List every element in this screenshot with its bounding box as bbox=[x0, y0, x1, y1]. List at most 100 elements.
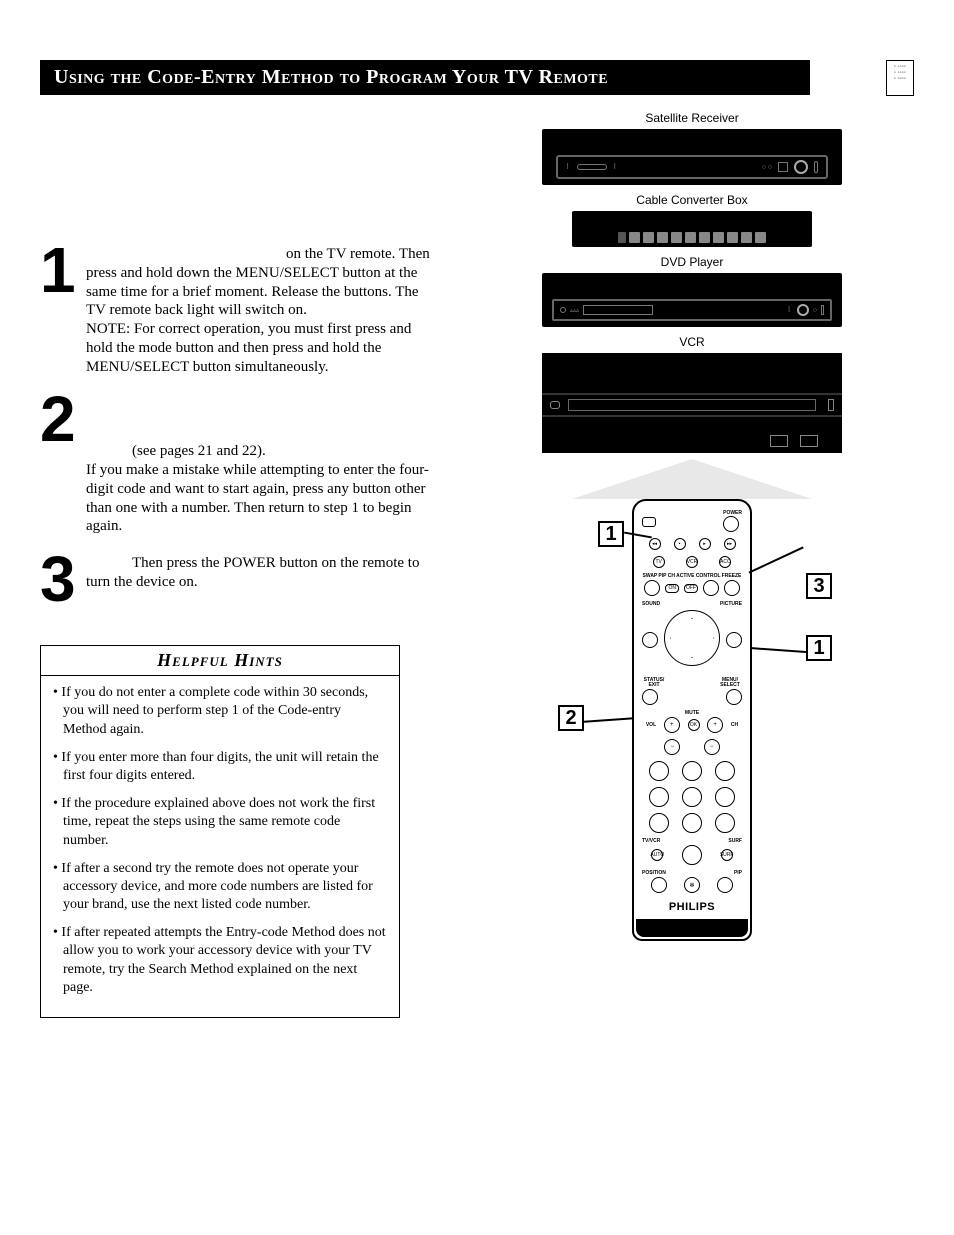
remote-body: POWER ◂◂ ▪ ▸ ▸▸ TV VCR ACC bbox=[632, 499, 752, 941]
swap-label: SWAP bbox=[643, 574, 658, 579]
rewind-button[interactable]: ◂◂ bbox=[649, 538, 661, 550]
numpad-row-2 bbox=[642, 787, 742, 807]
pipch-label: PIP CH bbox=[658, 574, 675, 579]
callout-3-line bbox=[748, 546, 803, 573]
callout-1b-line bbox=[750, 647, 806, 652]
swap-button[interactable] bbox=[644, 580, 660, 596]
status-button[interactable] bbox=[642, 689, 658, 705]
brand-label: PHILIPS bbox=[642, 901, 742, 913]
illustration-column: Satellite Receiver ⠇ ⠇ ○ ○ Cable Convert… bbox=[470, 105, 914, 1018]
sat-label: Satellite Receiver bbox=[470, 111, 914, 125]
pip-label: PIP bbox=[734, 871, 742, 876]
active-label: ACTIVE CONTROL bbox=[676, 574, 720, 579]
step-1-text: the TV remote. Then press and hold down … bbox=[86, 246, 430, 318]
tvvcr-label: TV/VCR bbox=[642, 839, 660, 844]
dvd-label: DVD Player bbox=[470, 255, 914, 269]
vol-label: VOL bbox=[646, 723, 656, 728]
cable-box-illustration bbox=[572, 211, 812, 247]
step-2-number: 2 bbox=[40, 394, 86, 445]
freeze-label: FREEZE bbox=[722, 574, 742, 579]
freeze-button[interactable] bbox=[724, 580, 740, 596]
helpful-hints-box: Helpful Hints If you do not enter a comp… bbox=[40, 645, 400, 1018]
menu-label: MENU/ SELECT bbox=[718, 678, 742, 688]
num-0-button[interactable] bbox=[682, 845, 702, 865]
instructions-column: 1 on the TV remote. Then press and hold … bbox=[40, 105, 440, 1018]
callout-3: 3 bbox=[806, 573, 832, 599]
ch-label: CH bbox=[731, 723, 738, 728]
hint-item: If after repeated attempts the Entry-cod… bbox=[53, 924, 387, 997]
position-label: POSITION bbox=[642, 871, 666, 876]
surf-button[interactable]: SURF bbox=[721, 849, 733, 861]
satellite-receiver-illustration: ⠇ ⠇ ○ ○ bbox=[542, 129, 842, 185]
step-1-note: NOTE: For correct operation, you must fi… bbox=[86, 320, 440, 376]
ch-up-button[interactable]: + bbox=[707, 717, 723, 733]
active-button[interactable] bbox=[703, 580, 719, 596]
status-label: STATUS/ EXIT bbox=[642, 678, 666, 688]
step-3: 3 Then press the POWER button on the rem… bbox=[40, 554, 440, 605]
step-3-text: Then press the POWER button on the remot… bbox=[86, 555, 419, 590]
callout-1a: 1 bbox=[598, 521, 624, 547]
remote-led bbox=[642, 517, 656, 527]
vcr-illustration bbox=[542, 353, 842, 453]
menu-select-button[interactable] bbox=[726, 689, 742, 705]
page-title: Using the Code-Entry Method to Program Y… bbox=[40, 60, 810, 95]
num-1-button[interactable] bbox=[649, 761, 669, 781]
num-9-button[interactable] bbox=[715, 813, 735, 833]
hint-item: If the procedure explained above does no… bbox=[53, 795, 387, 850]
dvd-player-illustration: ▵▵▵ ⠇ ○ bbox=[542, 273, 842, 327]
vol-up-button[interactable]: + bbox=[664, 717, 680, 733]
step-1-body: on the TV remote. Then press and hold do… bbox=[86, 245, 440, 376]
hints-list: If you do not enter a complete code with… bbox=[41, 676, 399, 997]
power-label: POWER bbox=[723, 511, 742, 516]
num-5-button[interactable] bbox=[682, 787, 702, 807]
pip-button[interactable] bbox=[717, 877, 733, 893]
step-3-body: Then press the POWER button on the remot… bbox=[86, 554, 440, 592]
step-2-text: If you make a mistake while attempting t… bbox=[86, 461, 440, 536]
num-7-button[interactable] bbox=[649, 813, 669, 833]
nav-pad[interactable]: · · bbox=[664, 610, 720, 666]
tv-mode-button[interactable]: TV bbox=[653, 556, 665, 568]
pip-on-button[interactable]: ON bbox=[665, 584, 679, 593]
power-button[interactable] bbox=[723, 516, 739, 532]
hint-item: If you do not enter a complete code with… bbox=[53, 684, 387, 739]
position-button[interactable] bbox=[651, 877, 667, 893]
num-4-button[interactable] bbox=[649, 787, 669, 807]
pip-off-button[interactable]: OFF bbox=[684, 584, 698, 593]
step-1-number: 1 bbox=[40, 245, 86, 296]
step-2: 2 (see pages 21 and 22). If you make a m… bbox=[40, 394, 440, 536]
num-3-button[interactable] bbox=[715, 761, 735, 781]
stop-button[interactable]: ▪ bbox=[674, 538, 686, 550]
acc-mode-button[interactable]: ACC bbox=[719, 556, 731, 568]
numpad-row-1 bbox=[642, 761, 742, 781]
step-1-lead: on bbox=[286, 246, 301, 262]
ffwd-button[interactable]: ▸▸ bbox=[724, 538, 736, 550]
hint-item: If after a second try the remote does no… bbox=[53, 860, 387, 915]
content-area: 1 on the TV remote. Then press and hold … bbox=[40, 105, 914, 1018]
mode-row: TV VCR ACC bbox=[642, 556, 742, 568]
ch-down-button[interactable]: − bbox=[704, 739, 720, 755]
cable-label: Cable Converter Box bbox=[470, 193, 914, 207]
callout-2-line bbox=[584, 717, 634, 722]
picture-label: PICTURE bbox=[720, 602, 742, 607]
vol-down-button[interactable]: − bbox=[664, 739, 680, 755]
center-button[interactable]: ✻ bbox=[684, 877, 700, 893]
sound-button[interactable] bbox=[642, 632, 658, 648]
callout-1b: 1 bbox=[806, 635, 832, 661]
step-2-ref: (see pages 21 and 22). bbox=[86, 442, 440, 461]
play-button[interactable]: ▸ bbox=[699, 538, 711, 550]
side-thumbnail-icon: ◦ ◦◦◦◦◦ ◦◦◦◦◦ ◦◦◦◦ bbox=[886, 60, 914, 96]
remote-diagram: POWER ◂◂ ▪ ▸ ▸▸ TV VCR ACC bbox=[542, 499, 842, 941]
vcr-mode-button[interactable]: VCR bbox=[686, 556, 698, 568]
num-2-button[interactable] bbox=[682, 761, 702, 781]
numpad-row-4: AUTO SURF bbox=[642, 845, 742, 865]
numpad-row-3 bbox=[642, 813, 742, 833]
num-8-button[interactable] bbox=[682, 813, 702, 833]
vcr-label: VCR bbox=[470, 335, 914, 349]
picture-button[interactable] bbox=[726, 632, 742, 648]
step-3-number: 3 bbox=[40, 554, 86, 605]
step-2-body: (see pages 21 and 22). If you make a mis… bbox=[86, 394, 440, 536]
ok-button[interactable]: OK bbox=[688, 719, 700, 731]
sound-label: SOUND bbox=[642, 602, 660, 607]
auto-button[interactable]: AUTO bbox=[651, 849, 663, 861]
num-6-button[interactable] bbox=[715, 787, 735, 807]
